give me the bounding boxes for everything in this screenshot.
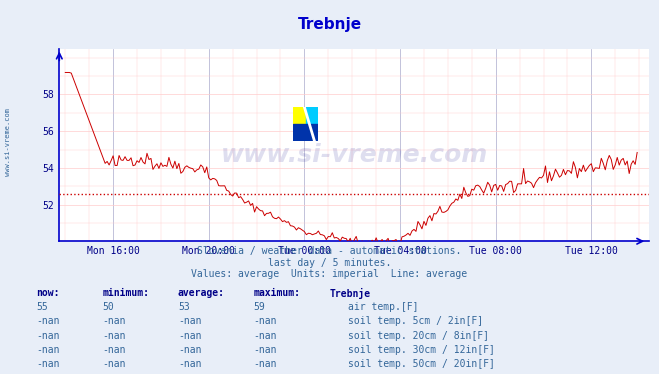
Text: 59: 59 — [254, 302, 266, 312]
Text: minimum:: minimum: — [102, 288, 149, 298]
Text: soil temp. 5cm / 2in[F]: soil temp. 5cm / 2in[F] — [348, 316, 483, 327]
Text: 55: 55 — [36, 302, 48, 312]
Text: -nan: -nan — [36, 345, 60, 355]
Text: Trebnje: Trebnje — [330, 288, 370, 299]
Text: -nan: -nan — [102, 345, 126, 355]
Text: -nan: -nan — [178, 359, 202, 369]
Text: www.si-vreme.com: www.si-vreme.com — [5, 108, 11, 176]
Text: -nan: -nan — [254, 331, 277, 341]
Text: www.si-vreme.com: www.si-vreme.com — [221, 142, 488, 166]
Text: Values: average  Units: imperial  Line: average: Values: average Units: imperial Line: av… — [191, 269, 468, 279]
Text: -nan: -nan — [178, 331, 202, 341]
Text: soil temp. 20cm / 8in[F]: soil temp. 20cm / 8in[F] — [348, 331, 489, 341]
Text: -nan: -nan — [254, 359, 277, 369]
Text: soil temp. 30cm / 12in[F]: soil temp. 30cm / 12in[F] — [348, 345, 495, 355]
Text: -nan: -nan — [102, 316, 126, 327]
Text: Trebnje: Trebnje — [297, 17, 362, 32]
Text: now:: now: — [36, 288, 60, 298]
Bar — [306, 107, 318, 124]
Text: -nan: -nan — [178, 345, 202, 355]
Bar — [293, 107, 306, 124]
Text: Slovenia / weather data - automatic stations.: Slovenia / weather data - automatic stat… — [197, 246, 462, 255]
Text: -nan: -nan — [102, 359, 126, 369]
Text: -nan: -nan — [36, 359, 60, 369]
Text: 53: 53 — [178, 302, 190, 312]
Text: -nan: -nan — [254, 316, 277, 327]
Text: maximum:: maximum: — [254, 288, 301, 298]
Text: -nan: -nan — [36, 331, 60, 341]
Text: -nan: -nan — [102, 331, 126, 341]
Text: -nan: -nan — [178, 316, 202, 327]
Text: 50: 50 — [102, 302, 114, 312]
Bar — [293, 124, 318, 141]
Text: soil temp. 50cm / 20in[F]: soil temp. 50cm / 20in[F] — [348, 359, 495, 369]
Text: average:: average: — [178, 288, 225, 298]
Text: last day / 5 minutes.: last day / 5 minutes. — [268, 258, 391, 267]
Text: -nan: -nan — [254, 345, 277, 355]
Text: -nan: -nan — [36, 316, 60, 327]
Text: air temp.[F]: air temp.[F] — [348, 302, 418, 312]
